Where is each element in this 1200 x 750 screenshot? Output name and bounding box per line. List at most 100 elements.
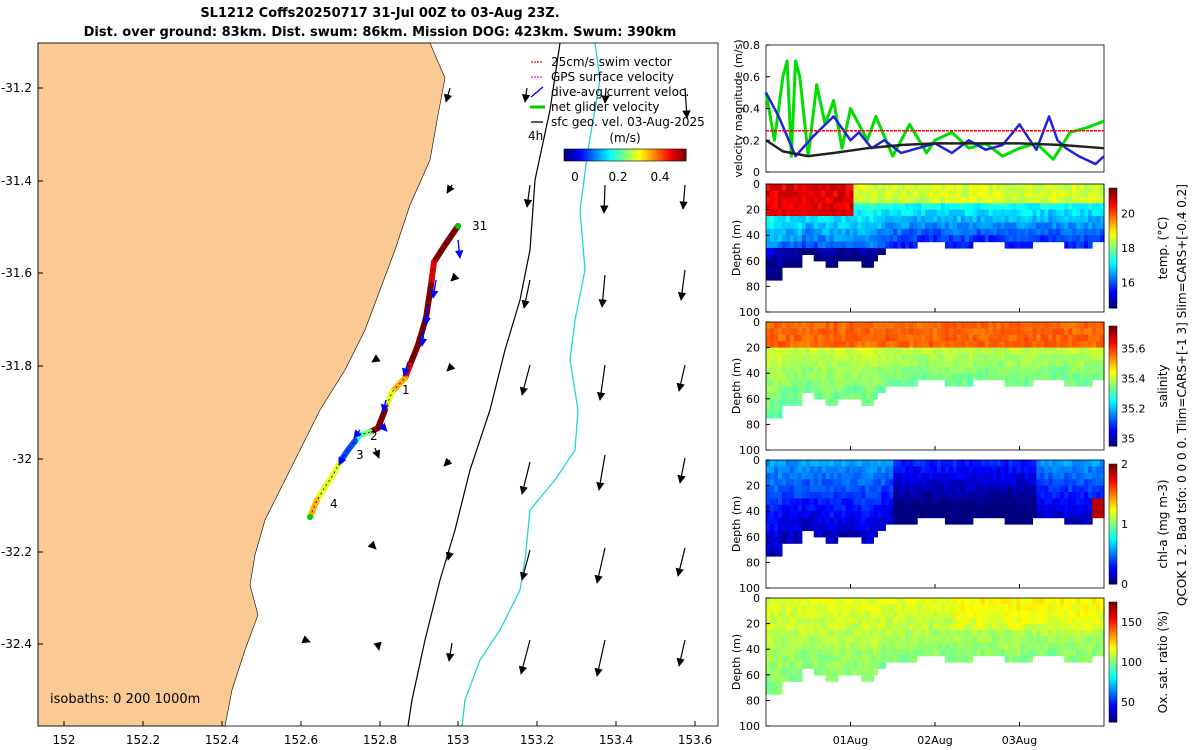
section-cell xyxy=(1008,328,1014,336)
section-cell xyxy=(1100,472,1105,480)
section-cell xyxy=(929,617,934,625)
section-cell xyxy=(988,216,994,223)
section-cell xyxy=(1092,498,1097,506)
section-cell xyxy=(869,248,874,255)
section-cell xyxy=(980,373,986,381)
section-cell xyxy=(1084,196,1089,204)
colorbar-cell xyxy=(570,149,573,161)
section-cell xyxy=(940,203,946,211)
section-cell xyxy=(801,492,807,499)
section-cell xyxy=(976,485,982,493)
section-cell xyxy=(789,354,795,361)
section-cell xyxy=(905,379,910,387)
section-cell xyxy=(1000,479,1006,487)
section-cell xyxy=(885,322,890,329)
section-cell xyxy=(972,209,978,217)
section-cell xyxy=(833,392,839,400)
section-cell xyxy=(1092,617,1097,625)
section-cell xyxy=(861,485,867,493)
section-cell xyxy=(849,216,855,223)
section-cell xyxy=(1060,485,1065,493)
section-cell xyxy=(837,235,843,243)
section-cell xyxy=(781,636,787,644)
section-cell xyxy=(849,209,855,217)
section-cell xyxy=(869,536,874,544)
section-cell xyxy=(909,203,914,211)
section-cell xyxy=(976,354,982,361)
colorbar-cell xyxy=(1109,242,1117,246)
section-cell xyxy=(1012,322,1018,329)
section-cell xyxy=(773,492,779,499)
section-cell xyxy=(1080,347,1085,355)
section-cell xyxy=(1060,630,1065,637)
section-cell xyxy=(889,203,894,211)
section-cell xyxy=(905,203,910,211)
section-cell xyxy=(976,472,982,480)
section-cell xyxy=(925,209,930,217)
section-cell xyxy=(976,222,982,230)
section-cell xyxy=(1068,322,1073,329)
section-cell xyxy=(944,328,950,336)
section-cell xyxy=(921,196,926,204)
colorbar-cell xyxy=(1109,614,1117,618)
section-cell xyxy=(1040,485,1045,493)
section-cell xyxy=(781,254,787,262)
section-cell xyxy=(980,366,986,374)
colorbar-cell xyxy=(1109,350,1117,354)
section-cell xyxy=(837,360,843,368)
section-cell xyxy=(797,235,803,243)
section-cell xyxy=(913,334,918,342)
section-cell xyxy=(1068,598,1073,605)
section-cell xyxy=(901,354,906,361)
section-cell xyxy=(821,630,827,637)
section-cell xyxy=(833,492,839,499)
section-cell xyxy=(1064,354,1069,361)
colorbar-cell xyxy=(667,149,671,161)
section-cell xyxy=(781,398,787,406)
section-cell xyxy=(821,334,827,342)
section-cell xyxy=(833,674,839,682)
section-cell xyxy=(821,341,827,349)
section-cell xyxy=(1052,360,1057,368)
section-cell xyxy=(1024,460,1030,467)
section-cell xyxy=(817,668,823,676)
section-cell xyxy=(766,460,771,467)
section-cell xyxy=(1032,347,1037,355)
colorbar-cell xyxy=(622,149,626,161)
section-cell xyxy=(841,504,847,512)
section-cell xyxy=(873,517,878,525)
section-cell xyxy=(933,492,938,499)
section-cell xyxy=(885,466,890,474)
section-cell xyxy=(1000,222,1006,230)
section-cell xyxy=(1024,379,1030,387)
section-cell xyxy=(841,190,847,198)
section-cell xyxy=(1056,466,1061,474)
section-cell xyxy=(996,184,1002,191)
section-cell xyxy=(865,598,870,605)
surface-velocity-vector xyxy=(371,354,381,363)
section-cell xyxy=(877,498,882,506)
section-colorbar-label: chl-a (mg m-3) xyxy=(1156,479,1170,568)
section-cell xyxy=(1016,196,1022,204)
section-cell xyxy=(964,184,970,191)
section-cell xyxy=(1096,328,1101,336)
section-cell xyxy=(1028,504,1034,512)
section-cell xyxy=(988,642,994,650)
section-cell xyxy=(913,636,918,644)
section-cell xyxy=(921,216,926,223)
section-cell xyxy=(1036,222,1041,230)
section-cell xyxy=(980,511,986,519)
section-cell xyxy=(809,498,815,506)
section-cell xyxy=(1088,472,1093,480)
section-cell xyxy=(797,649,803,657)
section-cell xyxy=(857,662,863,669)
section-cell xyxy=(773,517,779,525)
section-cell xyxy=(801,524,807,531)
section-cell xyxy=(1044,216,1049,223)
colorbar-cell xyxy=(1109,500,1117,504)
colorbar-cell xyxy=(653,149,656,161)
section-cell xyxy=(944,460,950,467)
section-cell xyxy=(797,655,803,663)
section-cell xyxy=(873,354,878,361)
section-cell xyxy=(897,360,902,368)
